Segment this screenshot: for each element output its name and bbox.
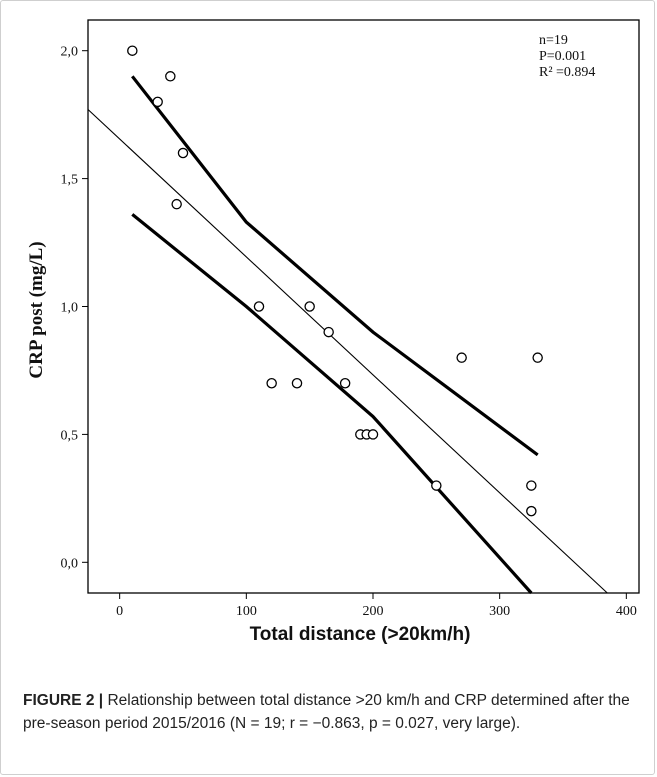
- y-tick-label: 2,0: [61, 45, 79, 60]
- y-tick-label: 0,5: [61, 428, 79, 443]
- data-point: [177, 147, 189, 159]
- data-point: [165, 71, 176, 82]
- data-point: [171, 198, 182, 210]
- data-point: [253, 301, 265, 312]
- data-point: [431, 480, 442, 491]
- stats-annotation: P=0.001: [539, 49, 586, 64]
- data-point: [323, 326, 334, 338]
- data-point: [152, 96, 163, 108]
- y-tick-label: 0,0: [61, 556, 79, 571]
- x-tick-label: 100: [236, 604, 257, 619]
- figure-caption: FIGURE 2 | Relationship between total di…: [23, 689, 635, 735]
- scatter-chart: 0 100 200 300 400 0,0 0,5 1,0 1,5 2,0 n=19P=0.00…: [26, 19, 640, 645]
- stats-annotation: R² =0.894: [539, 65, 595, 80]
- data-point: [367, 429, 379, 440]
- x-tick-label: 0: [116, 604, 123, 619]
- ci-lower-line: [131, 213, 533, 595]
- x-tick-label: 200: [363, 604, 384, 619]
- stats-annotation: n=19: [539, 33, 568, 48]
- data-point: [526, 505, 537, 517]
- y-tick-label: 1,5: [61, 173, 79, 188]
- data-point: [532, 352, 543, 363]
- plot-area: [87, 19, 640, 594]
- data-point: [266, 377, 277, 389]
- data-point: [127, 45, 138, 56]
- data-point: [526, 480, 537, 491]
- caption-label: FIGURE 2 |: [23, 692, 104, 709]
- data-point: [291, 377, 303, 389]
- regression-line: [87, 109, 608, 594]
- x-tick-label: 400: [616, 604, 637, 619]
- data-point: [456, 352, 467, 363]
- ci-upper-line: [131, 75, 539, 457]
- caption-text: Relationship between total distance >20 …: [23, 692, 630, 732]
- x-tick-label: 300: [489, 604, 510, 619]
- data-point: [304, 301, 315, 312]
- x-axis-label: Total distance (>20km/h): [250, 624, 471, 645]
- y-axis-label: CRP post (mg/L): [26, 241, 47, 378]
- y-tick-label: 1,0: [61, 301, 79, 316]
- data-point: [339, 377, 351, 389]
